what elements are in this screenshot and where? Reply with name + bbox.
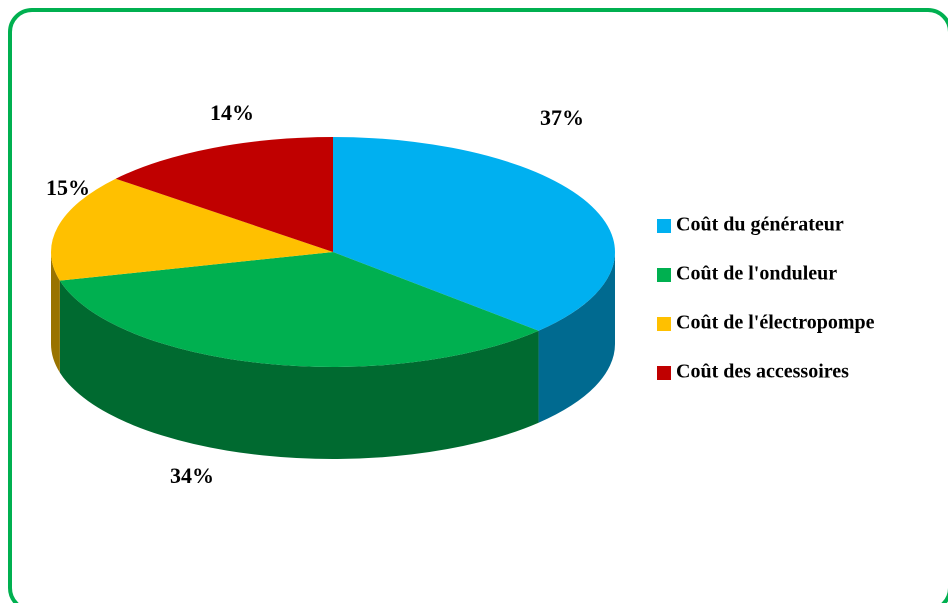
data-label: 37%	[540, 105, 584, 130]
data-label: 14%	[210, 100, 254, 125]
slice-side	[59, 280, 539, 459]
data-label: 34%	[170, 463, 214, 488]
legend-label: Coût de l'électropompe	[676, 312, 875, 334]
legend-swatch	[657, 268, 671, 282]
slice	[115, 137, 333, 252]
slice	[333, 137, 615, 331]
slice	[59, 252, 539, 367]
slice-side	[538, 252, 615, 423]
legend-label: Coût du générateur	[676, 214, 844, 236]
data-label: 15%	[46, 175, 90, 200]
legend-label: Coût de l'onduleur	[676, 263, 837, 285]
legend-swatch	[657, 366, 671, 380]
legend-swatch	[657, 219, 671, 233]
legend-swatch	[657, 317, 671, 331]
slice-side	[51, 252, 60, 373]
slice	[51, 178, 334, 281]
legend-label: Coût des accessoires	[676, 361, 849, 383]
